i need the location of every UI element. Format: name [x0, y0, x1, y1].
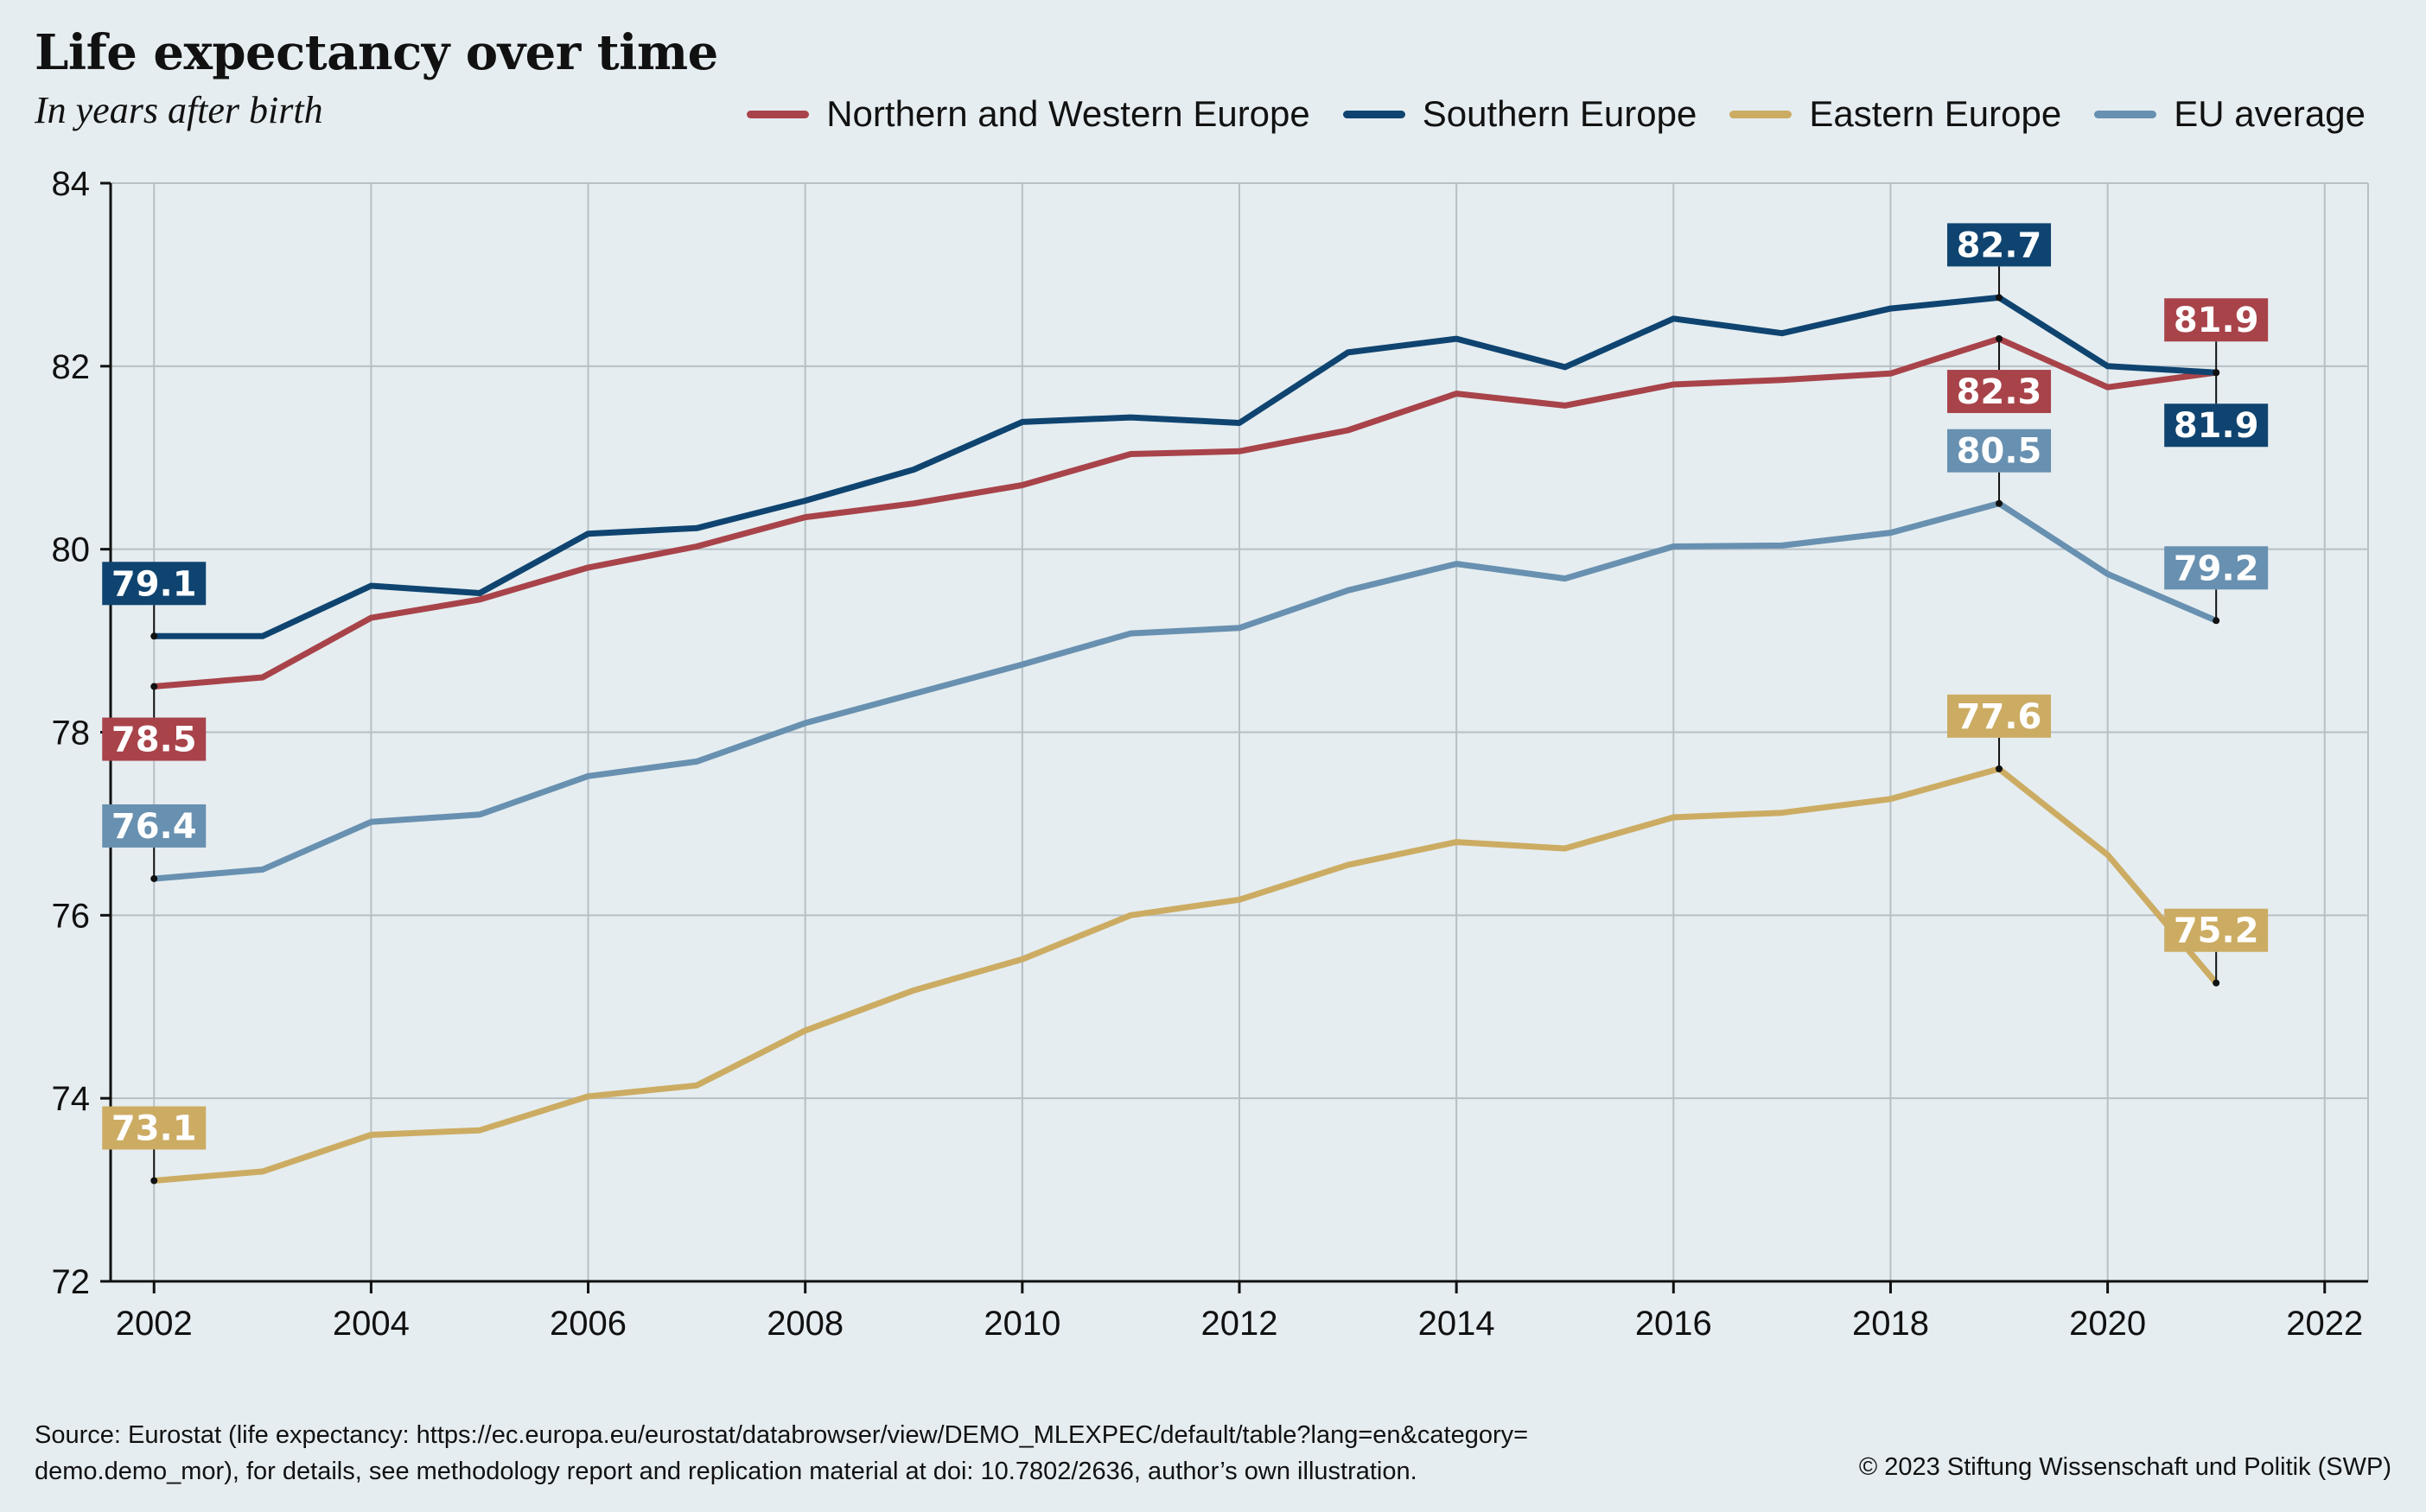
y-tick-label-82: 82	[52, 348, 91, 386]
data-label-series-0-point-0: 78.5	[102, 683, 207, 761]
data-label-box	[1947, 694, 2052, 738]
y-tick-label-80: 80	[52, 531, 91, 569]
x-tick-label-2002: 2002	[116, 1305, 193, 1343]
data-label-text: 80.5	[1957, 432, 2042, 472]
data-label-point	[1996, 765, 2003, 772]
data-label-point	[2213, 369, 2220, 377]
x-tick-label-2012: 2012	[1201, 1305, 1278, 1343]
legend-label-eu-average: EU average	[2174, 93, 2366, 134]
data-label-series-3-point-0: 76.4	[102, 804, 207, 882]
data-label-box	[1947, 223, 2052, 267]
legend-swatch-southern	[1342, 110, 1405, 118]
data-label-series-2-point-19: 75.2	[2164, 908, 2269, 987]
data-label-text: 82.7	[1957, 226, 2042, 265]
x-tick-label-2006: 2006	[550, 1305, 627, 1343]
x-tick-label-2016: 2016	[1635, 1305, 1712, 1343]
legend-label-eastern: Eastern Europe	[1809, 93, 2062, 134]
grid-layer	[111, 182, 2369, 1281]
data-label-series-1-point-17: 82.7	[1947, 223, 2052, 302]
legend-item-northern-western: Northern and Western Europe	[747, 93, 1310, 135]
y-tick-label-78: 78	[52, 715, 91, 753]
data-label-box	[1947, 370, 2052, 414]
data-label-series-2-point-0: 73.1	[102, 1106, 207, 1185]
data-label-point	[1996, 335, 2003, 343]
data-label-text: 78.5	[111, 721, 197, 760]
data-label-point	[2213, 979, 2220, 987]
copyright-note: © 2023 Stiftung Wissenschaft und Politik…	[1858, 1453, 2391, 1481]
x-tick-label-2020: 2020	[2069, 1305, 2146, 1343]
data-label-box	[102, 804, 207, 848]
data-label-text: 75.2	[2174, 912, 2259, 951]
x-tick-label-2018: 2018	[1852, 1305, 1929, 1343]
x-tick-label-2014: 2014	[1418, 1305, 1495, 1343]
data-label-box	[2164, 908, 2269, 952]
data-label-box	[102, 717, 207, 761]
source-note: Source: Eurostat (life expectancy: https…	[35, 1417, 1815, 1490]
data-label-series-1-point-0: 79.1	[102, 562, 207, 640]
y-tick-label-76: 76	[52, 897, 91, 935]
data-label-text: 82.3	[1957, 372, 2042, 412]
data-label-series-3-point-19: 79.2	[2164, 546, 2269, 625]
data-label-series-2-point-17: 77.6	[1947, 694, 2052, 772]
legend-item-eu-average: EU average	[2094, 93, 2366, 135]
data-label-series-1-point-19: 81.9	[2164, 369, 2269, 448]
data-label-text: 81.9	[2174, 301, 2259, 340]
data-label-box	[102, 1106, 207, 1150]
data-label-point	[150, 683, 158, 690]
series-line-2	[150, 766, 2219, 1184]
data-label-text: 81.9	[2174, 406, 2259, 446]
x-tick-label-2004: 2004	[333, 1305, 410, 1343]
data-label-point	[150, 1177, 158, 1185]
legend-label-northern-western: Northern and Western Europe	[826, 93, 1310, 134]
data-label-box	[1947, 429, 2052, 473]
data-label-text: 77.6	[1957, 697, 2042, 737]
data-label-series-3-point-17: 80.5	[1947, 429, 2052, 507]
data-label-point	[150, 874, 158, 882]
data-label-text: 73.1	[111, 1109, 197, 1148]
life-expectancy-chart: 72 74 76 78 80 82 84 2002 2004 2006 2008 2010 2012 20…	[52, 165, 2369, 1343]
data-label-box	[2164, 403, 2269, 448]
x-tick-label-2008: 2008	[767, 1305, 844, 1343]
series-line-3	[150, 500, 2219, 882]
data-label-point	[1996, 499, 2003, 507]
y-tick-label-72: 72	[52, 1263, 91, 1301]
data-label-text: 79.2	[2174, 549, 2259, 588]
source-line-1: Source: Eurostat (life expectancy: https…	[35, 1421, 1529, 1449]
series-line-1	[150, 294, 2219, 639]
data-label-point	[1996, 294, 2003, 302]
data-label-text: 76.4	[111, 807, 197, 847]
legend-swatch-northern-western	[747, 110, 810, 118]
data-label-series-0-point-19: 81.9	[2164, 298, 2269, 377]
data-label-box	[2164, 546, 2269, 590]
source-line-2: demo.demo_mor), for details, see methodo…	[35, 1458, 1417, 1485]
chart-title: Life expectancy over time	[35, 24, 718, 81]
legend-item-eastern: Eastern Europe	[1729, 93, 2061, 135]
axis-layer: 72 74 76 78 80 82 84 2002 2004 2006 2008 2010 2012 20…	[52, 165, 2368, 1343]
x-tick-label-2010: 2010	[984, 1305, 1060, 1343]
legend-swatch-eastern	[1729, 110, 1792, 118]
data-label-text: 79.1	[111, 564, 197, 604]
data-label-box	[102, 562, 207, 606]
data-label-layer: 78.5 82.3 81.9 79.1 82.7 81.9 73.1 77.6 75.2 76.4…	[102, 223, 2269, 1185]
y-tick-label-84: 84	[52, 165, 91, 203]
data-label-box	[2164, 298, 2269, 342]
series-line-0	[150, 335, 2219, 689]
series-layer	[150, 294, 2219, 1184]
legend-item-southern: Southern Europe	[1342, 93, 1697, 135]
chart-subtitle: In years after birth	[35, 89, 323, 131]
data-label-point	[2213, 617, 2220, 625]
legend-label-southern: Southern Europe	[1422, 93, 1697, 134]
y-tick-label-74: 74	[52, 1080, 91, 1118]
data-label-series-0-point-17: 82.3	[1947, 335, 2052, 414]
x-tick-label-2022: 2022	[2286, 1305, 2363, 1343]
data-label-point	[150, 632, 158, 640]
chart-legend: Northern and Western Europe Southern Eur…	[714, 93, 2366, 135]
legend-swatch-eu-average	[2094, 110, 2157, 118]
